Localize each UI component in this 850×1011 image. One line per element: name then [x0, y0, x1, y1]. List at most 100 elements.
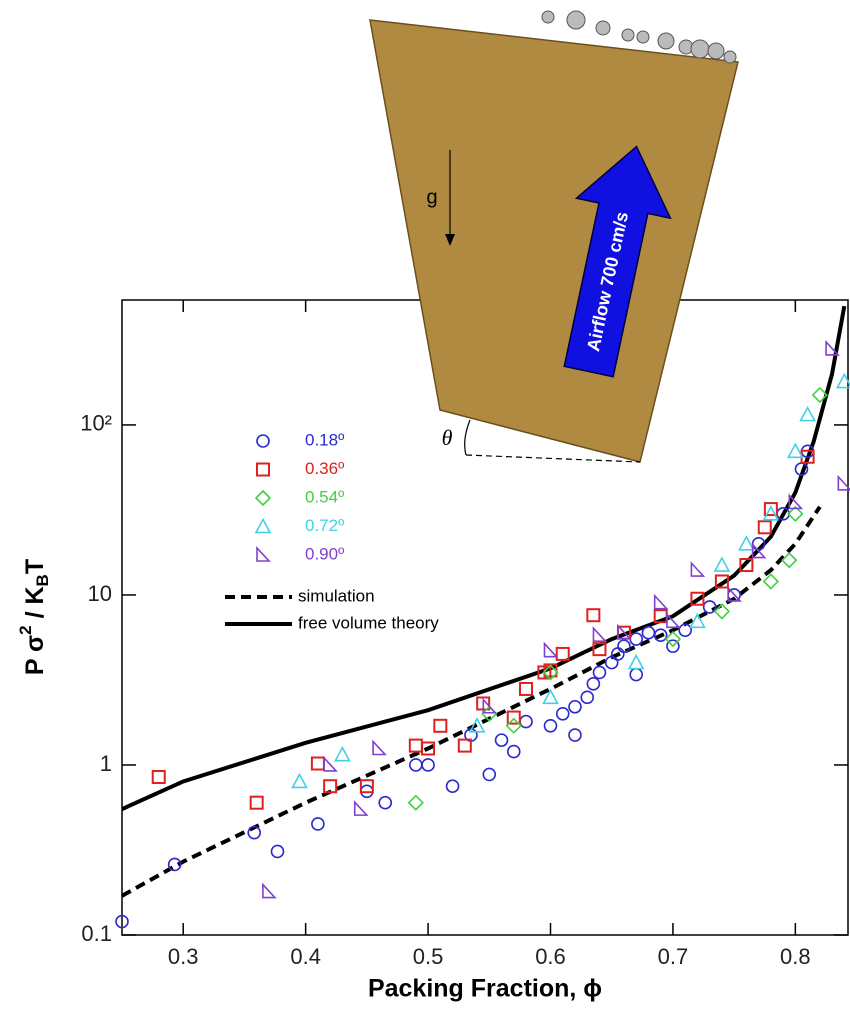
- marker: [653, 628, 668, 642]
- marker: [586, 608, 601, 623]
- marker: [409, 758, 423, 772]
- marker: [837, 474, 850, 491]
- marker: [115, 914, 129, 929]
- marker: [506, 744, 521, 759]
- marker: [310, 756, 325, 771]
- curve: [121, 505, 822, 898]
- marker: [323, 779, 338, 794]
- marker: [494, 733, 509, 747]
- marker: [713, 556, 731, 572]
- legend-label: 0.36º: [305, 459, 344, 478]
- marker: [586, 677, 601, 691]
- legend-label: 0.18º: [305, 430, 344, 449]
- legend-marker: [256, 462, 270, 477]
- marker: [249, 795, 264, 810]
- marker: [762, 505, 780, 521]
- marker: [629, 667, 643, 682]
- marker: [445, 779, 460, 794]
- marker: [738, 535, 755, 551]
- y-label-part: B: [33, 574, 52, 586]
- marker: [629, 632, 643, 646]
- marker: [739, 558, 754, 573]
- marker: [702, 600, 717, 614]
- marker: [542, 664, 559, 681]
- legend-marker: [254, 489, 272, 507]
- x-axis-label: Packing Fraction, ϕ: [368, 975, 602, 1003]
- marker: [714, 574, 729, 589]
- marker: [690, 591, 705, 606]
- x-tick-label: 0.7: [658, 944, 689, 969]
- marker: [751, 542, 767, 559]
- marker: [666, 612, 681, 629]
- marker: [664, 630, 682, 648]
- marker: [323, 755, 338, 772]
- marker: [788, 493, 804, 510]
- marker: [151, 769, 166, 784]
- x-tick-label: 0.6: [535, 944, 566, 969]
- legend-label: simulation: [298, 586, 375, 605]
- y-tick-label: 1: [100, 751, 112, 776]
- marker: [378, 795, 393, 810]
- legend-marker: [256, 434, 270, 448]
- marker: [781, 552, 798, 569]
- marker: [555, 646, 570, 661]
- marker: [311, 817, 325, 831]
- marker: [457, 738, 472, 753]
- tilted-bed: [369, 19, 739, 463]
- marker: [359, 779, 374, 794]
- curve: [121, 305, 847, 811]
- legend-marker: [256, 545, 271, 562]
- x-tick-label: 0.5: [413, 944, 444, 969]
- y-tick-label: 0.1: [81, 921, 112, 946]
- marker: [592, 626, 608, 642]
- x-tick-label: 0.8: [780, 944, 811, 969]
- marker: [519, 681, 534, 696]
- marker: [617, 623, 632, 640]
- marker: [653, 593, 669, 610]
- marker: [555, 706, 570, 721]
- marker: [678, 623, 692, 638]
- y-label-part: P σ: [21, 635, 49, 675]
- gravity-label: g: [426, 186, 437, 208]
- marker: [543, 641, 559, 658]
- marker: [641, 625, 656, 640]
- y-label-part: 2: [16, 625, 35, 634]
- marker: [690, 561, 706, 577]
- marker: [372, 739, 387, 756]
- marker: [334, 745, 351, 762]
- marker: [247, 825, 262, 840]
- marker: [762, 573, 780, 590]
- angle-arc: [464, 419, 471, 456]
- marker: [787, 505, 804, 522]
- inset: Airflow 700 cm/s g θ: [369, 10, 739, 463]
- marker: [421, 758, 435, 772]
- angle-ref: [465, 454, 641, 463]
- marker: [568, 699, 582, 714]
- marker: [543, 718, 558, 733]
- y-label-part: T: [21, 559, 49, 574]
- marker: [482, 767, 497, 782]
- legend-label: 0.54º: [305, 487, 344, 506]
- marker: [627, 653, 645, 670]
- marker: [592, 665, 607, 680]
- marker: [505, 717, 522, 734]
- gravity-head: [445, 234, 455, 246]
- marker: [580, 690, 595, 705]
- marker: [689, 612, 706, 629]
- marker: [421, 741, 436, 756]
- legend-marker: [254, 517, 272, 534]
- angle-label: θ: [442, 425, 453, 450]
- marker: [617, 639, 631, 653]
- marker: [825, 339, 840, 356]
- marker: [433, 718, 448, 733]
- y-axis-label: P σ2 / KBT: [16, 559, 52, 675]
- marker: [291, 772, 308, 789]
- legend-label: free volume theory: [298, 613, 439, 632]
- marker: [568, 728, 582, 742]
- marker: [592, 642, 607, 657]
- marker: [727, 585, 742, 602]
- marker: [353, 800, 369, 816]
- x-tick-label: 0.4: [290, 944, 321, 969]
- plot: 0.3 0.4 0.5 0.6 0.7 0.8 0.1 1 10 10² 0.18º 0.36º 0.5…: [80, 300, 850, 969]
